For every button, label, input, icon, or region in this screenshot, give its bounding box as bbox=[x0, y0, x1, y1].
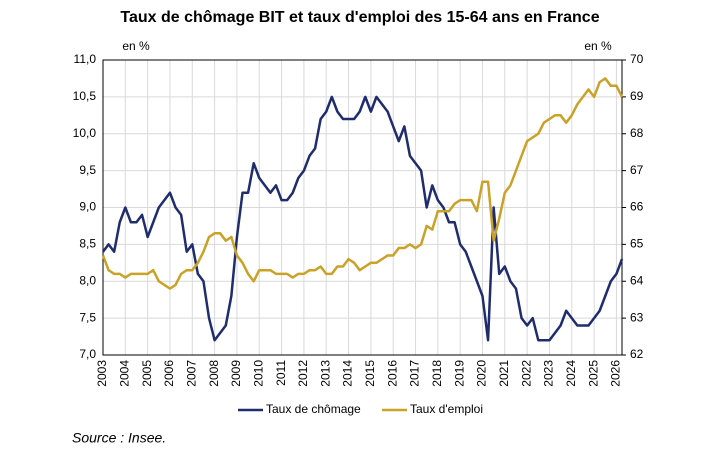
x-tick-label: 2019 bbox=[452, 360, 466, 387]
x-tick-label: 2007 bbox=[184, 360, 198, 387]
x-tick-label: 2011 bbox=[274, 360, 288, 386]
x-tick-label: 2004 bbox=[117, 360, 131, 387]
source-note: Source : Insee. bbox=[72, 430, 166, 446]
x-tick-label: 2026 bbox=[609, 360, 623, 387]
x-tick-label: 2010 bbox=[251, 360, 265, 387]
x-tick-label: 2014 bbox=[341, 360, 355, 387]
x-tick-label: 2020 bbox=[475, 360, 489, 387]
y2-tick-label: 67 bbox=[630, 163, 644, 177]
x-tick-label: 2023 bbox=[542, 360, 556, 387]
x-tick-label: 2025 bbox=[586, 360, 600, 387]
y2-tick-label: 66 bbox=[630, 200, 644, 214]
x-tick-label: 2024 bbox=[564, 360, 578, 387]
y2-tick-label: 69 bbox=[630, 89, 644, 103]
y-tick-label: 7,5 bbox=[79, 310, 96, 324]
y2-tick-label: 70 bbox=[630, 52, 644, 66]
y2-axis-label: en % bbox=[584, 39, 612, 53]
x-tick-label: 2012 bbox=[296, 360, 310, 387]
y-tick-label: 8,0 bbox=[79, 273, 96, 287]
x-tick-label: 2015 bbox=[363, 360, 377, 387]
x-tick-label: 2022 bbox=[519, 360, 533, 387]
plot-frame bbox=[102, 59, 623, 356]
y-axis-label: en % bbox=[122, 39, 150, 53]
y-tick-label: 9,0 bbox=[79, 200, 96, 214]
x-tick-label: 2017 bbox=[408, 360, 422, 387]
y-tick-label: 10,0 bbox=[73, 126, 97, 140]
series-line bbox=[102, 95, 624, 342]
x-tick-label: 2009 bbox=[229, 360, 243, 387]
x-tick-label: 2021 bbox=[497, 360, 511, 387]
x-tick-label: 2016 bbox=[385, 360, 399, 387]
y-tick-label: 11,0 bbox=[74, 52, 97, 66]
y-tick-label: 9,5 bbox=[79, 163, 96, 177]
y-tick-label: 7,0 bbox=[79, 347, 96, 361]
y-tick-label: 8,5 bbox=[79, 237, 96, 251]
y2-tick-label: 65 bbox=[630, 237, 644, 251]
x-tick-label: 2013 bbox=[318, 360, 332, 387]
x-tick-label: 2006 bbox=[162, 360, 176, 387]
chart-title: Taux de chômage BIT et taux d'emploi des… bbox=[120, 9, 599, 26]
y2-tick-label: 63 bbox=[630, 310, 644, 324]
y-tick-label: 10,5 bbox=[73, 89, 97, 103]
x-tick-label: 2008 bbox=[207, 360, 221, 387]
y2-tick-label: 68 bbox=[630, 126, 644, 140]
legend-label: Taux de chômage bbox=[266, 402, 361, 416]
legend-label: Taux d'emploi bbox=[410, 402, 483, 416]
x-tick-label: 2018 bbox=[430, 360, 444, 387]
y2-tick-label: 62 bbox=[630, 347, 644, 361]
x-tick-label: 2003 bbox=[95, 360, 109, 387]
y2-tick-label: 64 bbox=[630, 273, 644, 287]
series-line bbox=[101, 77, 624, 290]
x-tick-label: 2005 bbox=[140, 360, 154, 387]
